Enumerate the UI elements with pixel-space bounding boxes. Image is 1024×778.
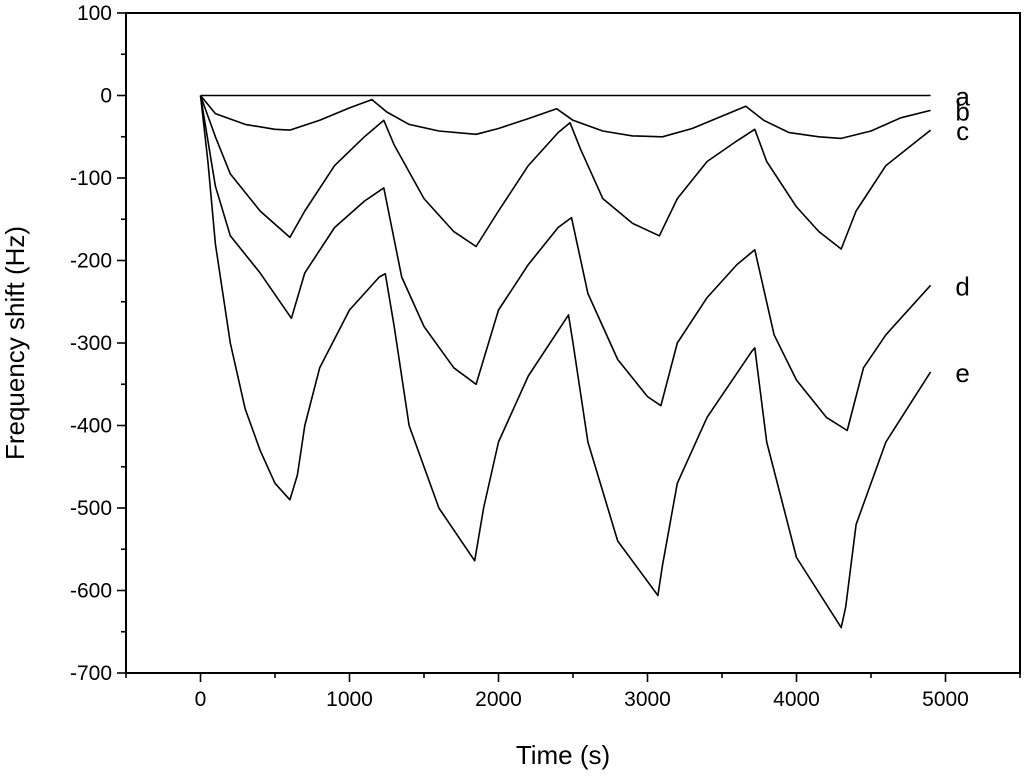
y-tick-label: -200 — [70, 250, 112, 273]
x-tick-label: 2000 — [475, 688, 522, 711]
y-axis-title: Frequency shift (Hz) — [0, 226, 30, 460]
y-tick-label: -300 — [70, 332, 112, 355]
x-tick-label: 5000 — [922, 688, 969, 711]
series-line-c — [199, 95, 932, 250]
y-tick-label: -500 — [70, 497, 112, 520]
x-tick-label: 1000 — [326, 688, 373, 711]
x-tick-label: 0 — [195, 688, 207, 711]
series-labels: abc d e — [955, 82, 970, 388]
y-tick-label: -100 — [70, 167, 112, 190]
series-line-d — [199, 95, 932, 432]
x-axis-title: Time (s) — [516, 740, 610, 770]
series-label-e: e — [955, 358, 969, 388]
series-label-c: c — [956, 116, 969, 146]
x-tick-label: 3000 — [624, 688, 671, 711]
y-axis: 100 0 -100 -200 -300 -400 -500 -600 -700 — [70, 2, 126, 685]
y-tick-label: -700 — [70, 662, 112, 685]
y-tick-label: -400 — [70, 415, 112, 438]
x-tick-label: 4000 — [773, 688, 820, 711]
x-axis: 0 1000 2000 3000 4000 5000 — [125, 673, 1021, 711]
series-label-d: d — [955, 271, 969, 301]
series-label-b: b — [955, 96, 969, 126]
y-tick-label: -600 — [70, 580, 112, 603]
y-tick-label: 0 — [100, 85, 112, 108]
series-group — [199, 94, 932, 629]
series-line-e — [199, 95, 932, 629]
series-label-a: a — [955, 82, 970, 112]
y-tick-label: 100 — [77, 2, 112, 25]
series-line-b — [199, 94, 931, 140]
